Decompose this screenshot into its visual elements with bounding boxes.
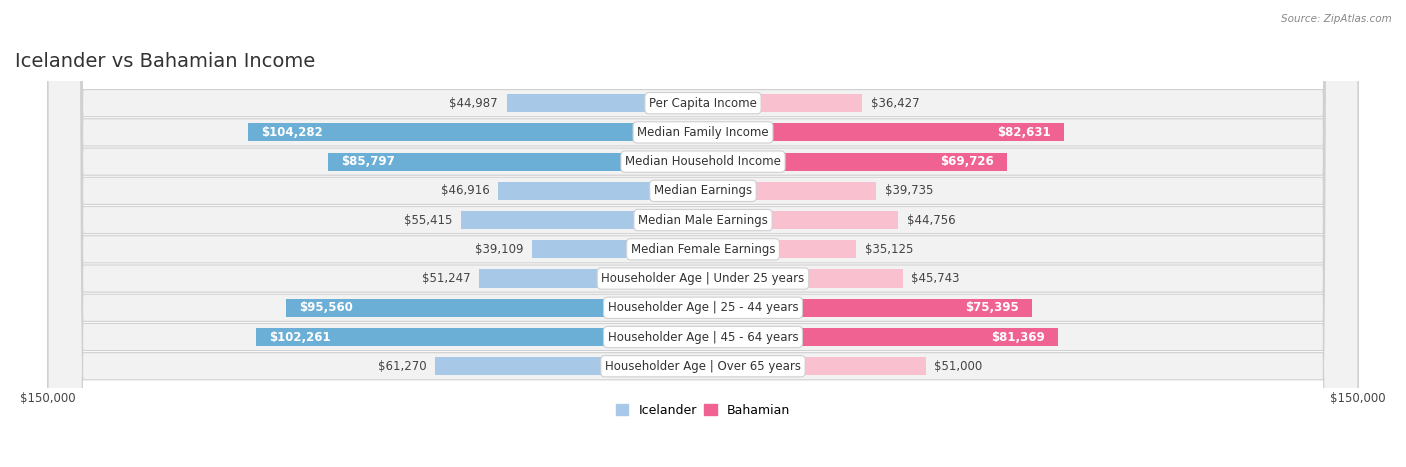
Text: $46,916: $46,916 (440, 184, 489, 198)
Text: $75,395: $75,395 (966, 301, 1019, 314)
Text: $51,247: $51,247 (422, 272, 471, 285)
Bar (498, 182, 703, 200)
Text: $104,282: $104,282 (260, 126, 322, 139)
Bar (703, 269, 903, 288)
Text: Householder Age | Over 65 years: Householder Age | Over 65 years (605, 360, 801, 373)
Text: Median Household Income: Median Household Income (626, 155, 780, 168)
Bar (703, 299, 1032, 317)
Text: Householder Age | 25 - 44 years: Householder Age | 25 - 44 years (607, 301, 799, 314)
Text: Median Earnings: Median Earnings (654, 184, 752, 198)
Bar (285, 299, 703, 317)
Bar (479, 269, 703, 288)
Text: $44,756: $44,756 (907, 213, 956, 226)
FancyBboxPatch shape (48, 0, 1358, 467)
FancyBboxPatch shape (48, 0, 1358, 467)
Text: Median Male Earnings: Median Male Earnings (638, 213, 768, 226)
Bar (461, 211, 703, 229)
Text: Householder Age | Under 25 years: Householder Age | Under 25 years (602, 272, 804, 285)
FancyBboxPatch shape (48, 0, 1358, 467)
Text: $82,631: $82,631 (997, 126, 1050, 139)
Text: $81,369: $81,369 (991, 331, 1045, 344)
Text: $95,560: $95,560 (299, 301, 353, 314)
Text: $39,735: $39,735 (886, 184, 934, 198)
Text: $51,000: $51,000 (935, 360, 983, 373)
FancyBboxPatch shape (48, 0, 1358, 467)
Text: $45,743: $45,743 (911, 272, 960, 285)
Text: $61,270: $61,270 (378, 360, 427, 373)
Text: $44,987: $44,987 (449, 97, 498, 110)
Bar (256, 328, 703, 346)
FancyBboxPatch shape (48, 0, 1358, 467)
Bar (436, 357, 703, 375)
Text: $102,261: $102,261 (270, 331, 332, 344)
FancyBboxPatch shape (48, 0, 1358, 467)
Text: $85,797: $85,797 (342, 155, 395, 168)
Text: Median Female Earnings: Median Female Earnings (631, 243, 775, 256)
Text: $35,125: $35,125 (865, 243, 914, 256)
FancyBboxPatch shape (48, 0, 1358, 467)
Text: Householder Age | 45 - 64 years: Householder Age | 45 - 64 years (607, 331, 799, 344)
Text: Icelander vs Bahamian Income: Icelander vs Bahamian Income (15, 52, 315, 71)
Bar (247, 123, 703, 142)
Text: Median Family Income: Median Family Income (637, 126, 769, 139)
Bar (329, 153, 703, 171)
Text: $55,415: $55,415 (404, 213, 453, 226)
Text: $39,109: $39,109 (475, 243, 523, 256)
FancyBboxPatch shape (48, 0, 1358, 467)
Bar (703, 153, 1008, 171)
Bar (703, 240, 856, 258)
Bar (703, 94, 862, 112)
Bar (703, 328, 1059, 346)
Text: Per Capita Income: Per Capita Income (650, 97, 756, 110)
Bar (703, 357, 925, 375)
FancyBboxPatch shape (48, 0, 1358, 467)
Bar (703, 123, 1064, 142)
Text: $69,726: $69,726 (941, 155, 994, 168)
Bar (533, 240, 703, 258)
FancyBboxPatch shape (48, 0, 1358, 467)
Text: $36,427: $36,427 (870, 97, 920, 110)
Legend: Icelander, Bahamian: Icelander, Bahamian (612, 399, 794, 422)
Bar (506, 94, 703, 112)
Text: Source: ZipAtlas.com: Source: ZipAtlas.com (1281, 14, 1392, 24)
Bar (703, 182, 876, 200)
Bar (703, 211, 898, 229)
